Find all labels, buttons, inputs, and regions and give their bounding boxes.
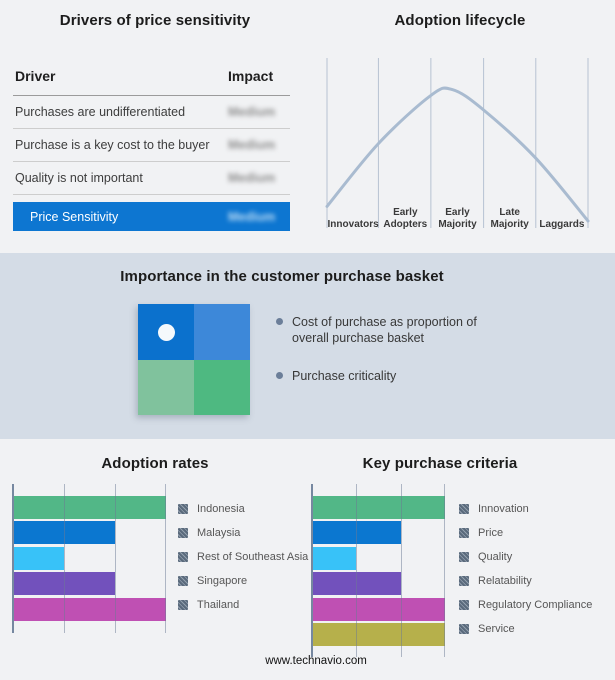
table-row: Purchases are undifferentiated Medium (13, 96, 290, 129)
key-purchase-criteria-legend: Innovation Price Quality Relatability Regula… (459, 497, 592, 641)
bullet-item: Purchase criticality (276, 368, 501, 384)
legend-label: Thailand (197, 599, 240, 611)
stage-label-early-adopters: Early Adopters (383, 207, 428, 230)
bar-service (312, 623, 445, 646)
basket-panel-title: Importance in the customer purchase bask… (120, 268, 444, 285)
legend-label: Price (478, 527, 504, 539)
quadrant-cell (194, 359, 250, 415)
legend-item-thailand: Thailand (178, 593, 308, 617)
legend-label: Relatability (478, 575, 532, 587)
legend-label: Indonesia (197, 503, 245, 515)
legend-swatch-icon (459, 504, 469, 514)
legend-item-singapore: Singapore (178, 569, 308, 593)
legend-label: Service (478, 623, 515, 635)
legend-label: Malaysia (197, 527, 241, 539)
drivers-panel-title: Drivers of price sensitivity (59, 12, 251, 29)
legend-item-rest-of-southeast-asia: Rest of Southeast Asia (178, 545, 308, 569)
bullet-item: Cost of purchase as proportion of overal… (276, 314, 501, 346)
gridline (165, 484, 166, 633)
legend-swatch-icon (459, 624, 469, 634)
quadrant-cell (138, 359, 194, 415)
impact-cell: Medium (228, 105, 276, 119)
table-row: Quality is not important Medium (13, 162, 290, 195)
quadrant-cell (194, 304, 250, 360)
bullet-text: Cost of purchase as proportion of overal… (292, 315, 477, 345)
price-sensitivity-label: Price Sensitivity (30, 209, 119, 224)
gridline (444, 484, 445, 657)
bullet-dot-icon (276, 318, 283, 325)
stage-label-innovators: Innovators (327, 219, 379, 230)
legend-item-malaysia: Malaysia (178, 521, 308, 545)
gridline (115, 484, 116, 633)
legend-label: Quality (478, 551, 513, 563)
legend-swatch-icon (178, 504, 188, 514)
legend-label: Rest of Southeast Asia (197, 551, 309, 563)
stage-label-late-majority: Late Majority (490, 207, 529, 230)
price-sensitivity-impact-value: Medium (228, 209, 276, 224)
bar-regulatory-compliance (312, 597, 445, 621)
legend-swatch-icon (459, 552, 469, 562)
key-purchase-criteria-plot (311, 484, 445, 657)
legend-item-relatability: Relatability (459, 569, 592, 593)
legend-swatch-icon (459, 576, 469, 586)
drivers-table-body: Purchases are undifferentiated Medium Purc… (13, 96, 290, 195)
price-sensitivity-row[interactable]: Price Sensitivity Medium (13, 202, 290, 231)
column-header-driver: Driver (15, 68, 56, 84)
adoption-rates-legend: Indonesia Malaysia Rest of Southeast Asia S… (178, 497, 308, 617)
drivers-table-header: Driver Impact (13, 62, 290, 96)
quadrant-marker-dot-icon (158, 324, 175, 341)
legend-swatch-icon (178, 552, 188, 562)
drivers-table: Driver Impact Purchases are undifferenti… (13, 62, 290, 231)
gridline (356, 484, 358, 657)
bullet-text: Purchase criticality (292, 369, 397, 383)
legend-swatch-icon (459, 600, 469, 610)
stage-label-early-majority: Early Majority (438, 207, 477, 230)
gridline (63, 484, 65, 633)
lifecycle-bell-curve-chart (325, 58, 590, 228)
bar-quality (312, 546, 357, 570)
impact-cell: Medium (228, 171, 276, 185)
lifecycle-stage-labels: Innovators Early Adopters Early Majority La… (327, 201, 588, 231)
legend-swatch-icon (178, 576, 188, 586)
legend-item-regulatory-compliance: Regulatory Compliance (459, 593, 592, 617)
bar-thailand (13, 597, 166, 621)
bar-rest-of-southeast-asia (13, 546, 64, 570)
legend-label: Singapore (197, 575, 248, 587)
legend-label: Regulatory Compliance (478, 599, 593, 611)
driver-cell: Quality is not important (15, 171, 143, 185)
bar-indonesia (13, 495, 166, 519)
impact-cell: Medium (228, 138, 276, 152)
bell-curve (325, 86, 590, 223)
driver-cell: Purchase is a key cost to the buyer (15, 138, 210, 152)
legend-swatch-icon (459, 528, 469, 538)
legend-item-indonesia: Indonesia (178, 497, 308, 521)
adoption-rates-plot (12, 484, 166, 633)
technavio-link[interactable]: www.technavio.com (265, 655, 367, 667)
basket-bullet-list: Cost of purchase as proportion of overal… (276, 314, 501, 384)
legend-item-service: Service (459, 617, 592, 641)
y-axis-line (311, 484, 313, 657)
bar-innovation (312, 495, 445, 519)
driver-cell: Purchases are undifferentiated (15, 105, 186, 119)
y-axis-line (12, 484, 14, 633)
legend-swatch-icon (178, 600, 188, 610)
column-header-impact: Impact (228, 68, 274, 84)
table-row: Purchase is a key cost to the buyer Mediu… (13, 129, 290, 162)
stage-label-laggards: Laggards (539, 219, 585, 230)
lifecycle-panel-title: Adoption lifecycle (394, 12, 526, 29)
legend-item-innovation: Innovation (459, 497, 592, 521)
gridline (400, 484, 402, 657)
legend-label: Innovation (478, 503, 529, 515)
key-purchase-criteria-title: Key purchase criteria (362, 455, 518, 472)
legend-swatch-icon (178, 528, 188, 538)
legend-item-price: Price (459, 521, 592, 545)
legend-item-quality: Quality (459, 545, 592, 569)
bullet-dot-icon (276, 372, 283, 379)
purchase-basket-band: Importance in the customer purchase bask… (0, 253, 615, 439)
adoption-rates-title: Adoption rates (101, 455, 209, 472)
quadrant-matrix-icon (138, 304, 250, 415)
